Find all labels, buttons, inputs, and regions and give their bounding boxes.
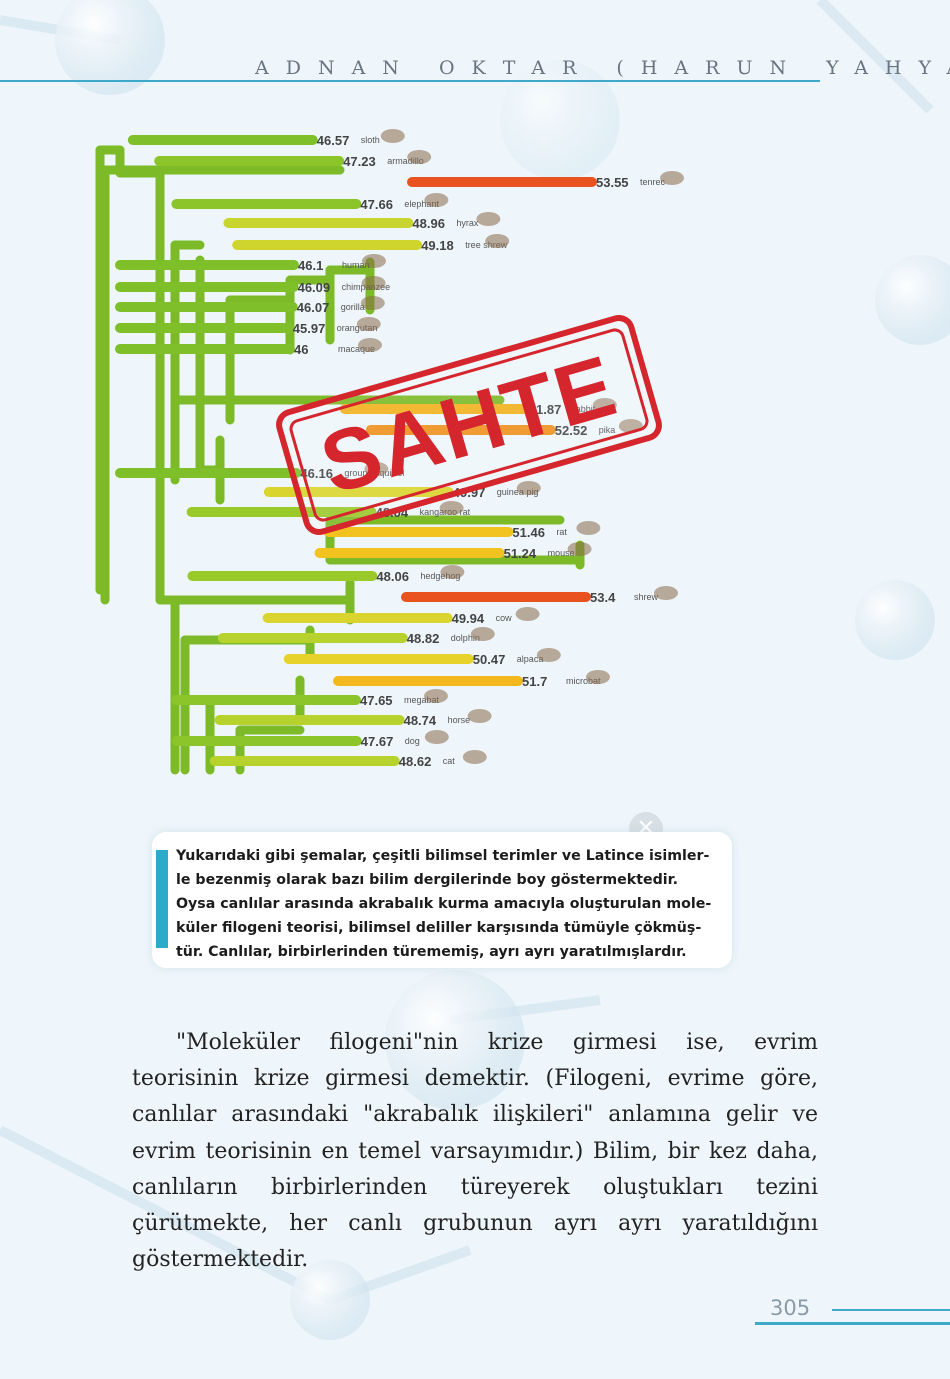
- leaf-value-label: 46: [294, 342, 308, 357]
- header-rule: [0, 80, 820, 82]
- leaf-species-label: cow: [496, 613, 513, 623]
- animal-thumbnail: [360, 296, 385, 310]
- animal-thumbnail: [660, 171, 684, 185]
- footer-rule: [832, 1309, 950, 1311]
- animal-thumbnail: [515, 607, 540, 621]
- animal-thumbnail: [439, 501, 464, 515]
- leaf-value-label: 53.4: [590, 590, 616, 605]
- leaf-species-label: orangutan: [337, 323, 378, 333]
- leaf-value-label: 47.65: [360, 693, 393, 708]
- leaf-species-label: human: [342, 260, 370, 270]
- leaf-species-label: microbat: [566, 676, 601, 686]
- animal-thumbnail: [362, 254, 386, 268]
- animal-thumbnail: [358, 338, 382, 352]
- leaf-value-label: 45.97: [293, 321, 326, 336]
- caption-text: Yukarıdaki gibi şemalar, çeşitli bilimse…: [176, 844, 721, 964]
- caption-box: Yukarıdaki gibi şemalar, çeşitli bilimse…: [152, 832, 732, 968]
- leaf-species-label: tree shrew: [465, 240, 508, 250]
- footer-rule-lower: [755, 1322, 950, 1325]
- animal-thumbnail: [361, 276, 386, 290]
- leaf-species-label: guinea pig: [497, 487, 539, 497]
- leaf-value-label: 51.24: [504, 546, 537, 561]
- leaf-value-label: 46.07: [297, 300, 330, 315]
- body-paragraph: "Moleküler filogeni"nin krize girmesi is…: [132, 1030, 818, 1273]
- leaf-species-label: dog: [405, 736, 420, 746]
- leaf-species-label: macaque: [338, 344, 375, 354]
- leaf-species-label: hedgehog: [420, 571, 460, 581]
- leaf-species-label: elephant: [404, 199, 439, 209]
- animal-thumbnail: [567, 542, 592, 556]
- caption-line: le bezenmiş olarak bazı bilim dergilerin…: [176, 872, 679, 888]
- leaf-value-label: 48.96: [412, 216, 445, 231]
- leaf-species-label: tenrec: [640, 177, 666, 187]
- leaf-value-label: 47.23: [343, 154, 376, 169]
- leaf-species-label: horse: [448, 715, 471, 725]
- animal-thumbnail: [576, 521, 601, 535]
- leaf-value-label: 48.82: [407, 631, 440, 646]
- leaf-value-label: 49.94: [452, 611, 485, 626]
- leaf-value-label: 47.66: [360, 197, 393, 212]
- animal-thumbnail: [516, 481, 541, 495]
- leaf-species-label: shrew: [634, 592, 659, 602]
- leaf-value-label: 50.47: [473, 652, 506, 667]
- animal-thumbnail: [536, 648, 561, 662]
- leaf-value-label: 47.67: [361, 734, 394, 749]
- running-header: ADNAN OKTAR (HARUN YAHYA): [255, 57, 950, 79]
- caption-line: Oysa canlılar arasında akrabalık kurma a…: [176, 896, 712, 912]
- animal-thumbnail: [467, 709, 492, 723]
- animal-thumbnail: [654, 586, 678, 600]
- animal-thumbnail: [485, 234, 510, 248]
- leaf-species-label: hyrax: [456, 218, 479, 228]
- animal-thumbnail: [586, 670, 610, 684]
- caption-line: küler filogeni teorisi, bilimsel delille…: [176, 920, 702, 936]
- leaf-species-label: mouse: [548, 548, 575, 558]
- leaf-species-label: armadillo: [387, 156, 424, 166]
- leaf-value-label: 53.55: [596, 175, 629, 190]
- animal-thumbnail: [462, 750, 487, 764]
- leaf-value-label: 48.74: [404, 713, 437, 728]
- leaf-species-label: alpaca: [517, 654, 544, 664]
- leaf-value-label: 51.7: [522, 674, 547, 689]
- leaf-value-label: 46.1: [298, 258, 323, 273]
- animal-thumbnail: [424, 730, 449, 744]
- leaf-species-label: sloth: [361, 135, 380, 145]
- leaf-species-label: megabat: [404, 695, 440, 705]
- animal-thumbnail: [440, 565, 465, 579]
- leaf-value-label: 51.46: [512, 525, 545, 540]
- caption-line: Yukarıdaki gibi şemalar, çeşitli bilimse…: [176, 848, 710, 864]
- leaf-value-label: 46.09: [298, 280, 331, 295]
- leaf-value-label: 48.62: [399, 754, 432, 769]
- animal-thumbnail: [476, 212, 501, 226]
- leaf-value-label: 48.06: [376, 569, 409, 584]
- animal-thumbnail: [407, 150, 432, 164]
- leaf-value-label: 46.57: [317, 133, 350, 148]
- leaf-value-label: 49.18: [421, 238, 454, 253]
- leaf-species-label: gorilla: [341, 302, 365, 312]
- leaf-species-label: cat: [443, 756, 456, 766]
- leaf-species-label: rat: [556, 527, 567, 537]
- page-number: 305: [770, 1296, 811, 1320]
- caption-accent-bar: [156, 850, 168, 948]
- animal-thumbnail: [424, 689, 448, 703]
- animal-thumbnail: [470, 627, 495, 641]
- leaf-species-label: dolphin: [451, 633, 480, 643]
- animal-thumbnail: [380, 129, 405, 143]
- animal-thumbnail: [356, 317, 381, 331]
- caption-line: tür. Canlılar, birbirlerinden türememiş,…: [176, 944, 687, 960]
- animal-thumbnail: [424, 193, 449, 207]
